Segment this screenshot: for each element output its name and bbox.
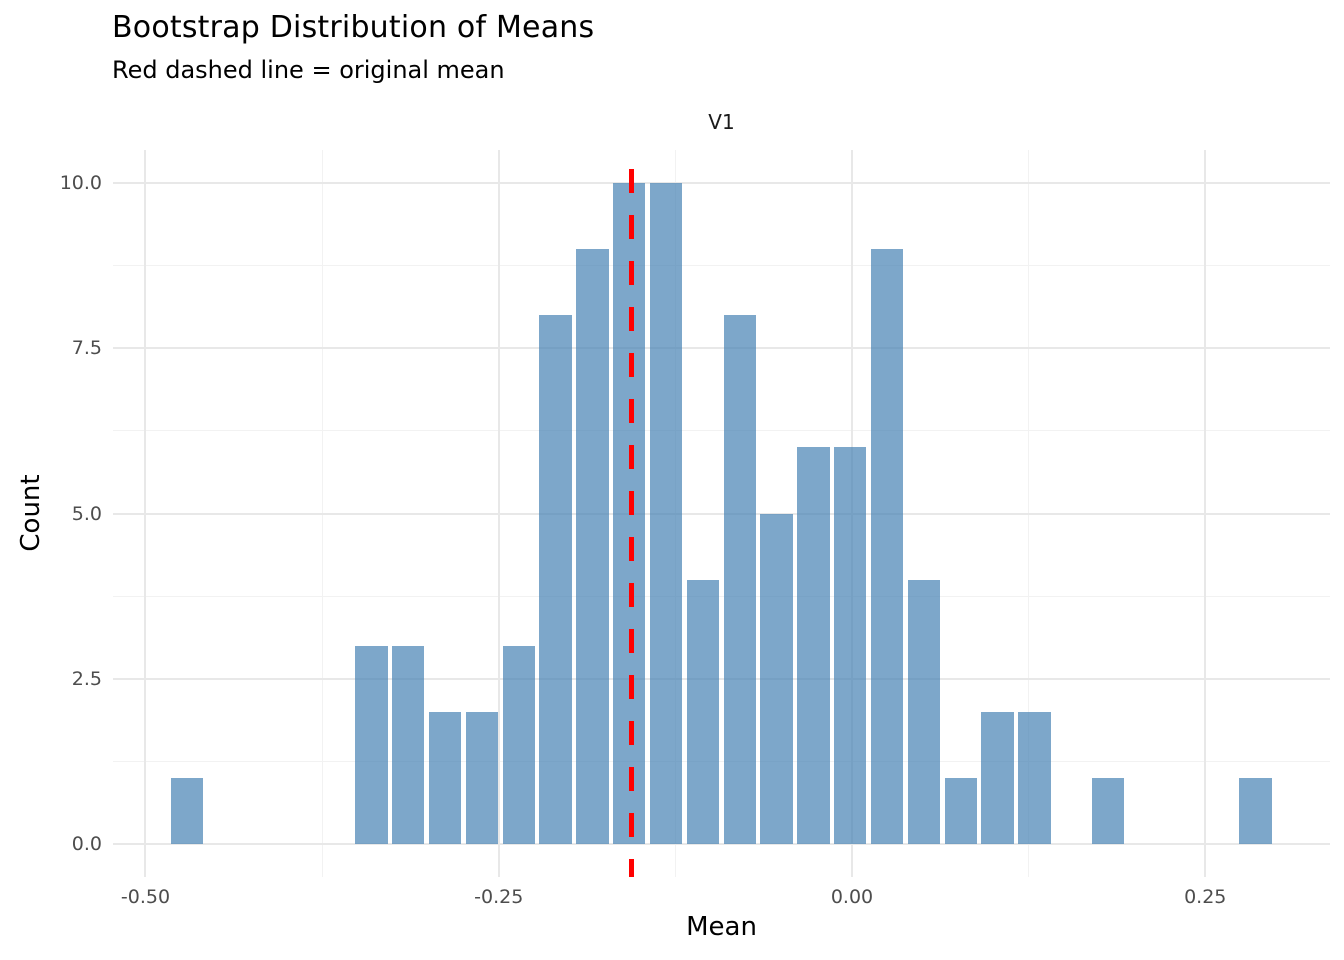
histogram-bar	[834, 447, 867, 844]
gridline-minor-y	[113, 265, 1330, 267]
gridline-major-y	[113, 182, 1330, 185]
x-tick-label: 0.00	[830, 886, 874, 908]
plot-panel	[113, 150, 1330, 877]
histogram-bar	[355, 645, 388, 844]
histogram-bar	[576, 249, 609, 844]
y-tick-label: 0.0	[71, 832, 102, 855]
histogram-bar	[502, 645, 535, 844]
x-tick-label: -0.50	[120, 886, 171, 908]
gridline-major-y	[113, 677, 1330, 680]
histogram-bar	[1239, 777, 1272, 844]
gridline-major-y	[113, 347, 1330, 350]
histogram-bar	[870, 249, 904, 844]
y-tick-label: 10.0	[59, 172, 102, 195]
facet-label: V1	[708, 110, 735, 134]
chart-title: Bootstrap Distribution of Means	[112, 10, 595, 45]
histogram-bar	[392, 645, 425, 844]
gridline-major-y	[113, 842, 1330, 845]
gridline-major-x	[144, 150, 147, 877]
y-axis-title: Count	[16, 474, 46, 552]
x-tick-label: 0.25	[1184, 886, 1227, 908]
gridline-major-x	[497, 150, 500, 877]
y-tick-label: 5.0	[71, 502, 102, 525]
histogram-bar	[907, 579, 941, 844]
x-tick-label: -0.25	[474, 886, 524, 908]
gridline-major-x	[1204, 150, 1207, 877]
histogram-bar	[649, 183, 683, 844]
chart-subtitle: Red dashed line = original mean	[112, 56, 505, 84]
histogram-bar	[1091, 777, 1125, 844]
gridline-major-y	[113, 512, 1330, 515]
gridline-minor-y	[113, 595, 1330, 597]
histogram-bar	[539, 315, 572, 844]
original-mean-line	[629, 150, 635, 877]
y-tick-label: 2.5	[71, 667, 102, 690]
histogram-bar	[171, 777, 204, 844]
histogram-bar	[723, 315, 756, 844]
histogram-bar	[797, 447, 830, 844]
histogram-bar	[465, 711, 499, 844]
histogram-bar	[686, 579, 720, 844]
histogram-bar	[760, 513, 793, 844]
histogram-bar	[1018, 711, 1051, 844]
gridline-minor-y	[113, 760, 1330, 762]
x-axis-title: Mean	[686, 912, 757, 942]
y-tick-label: 7.5	[71, 337, 102, 360]
histogram-bar	[944, 777, 977, 844]
gridline-minor-y	[113, 430, 1330, 432]
histogram-bar	[428, 711, 462, 844]
histogram-bar	[981, 711, 1014, 844]
